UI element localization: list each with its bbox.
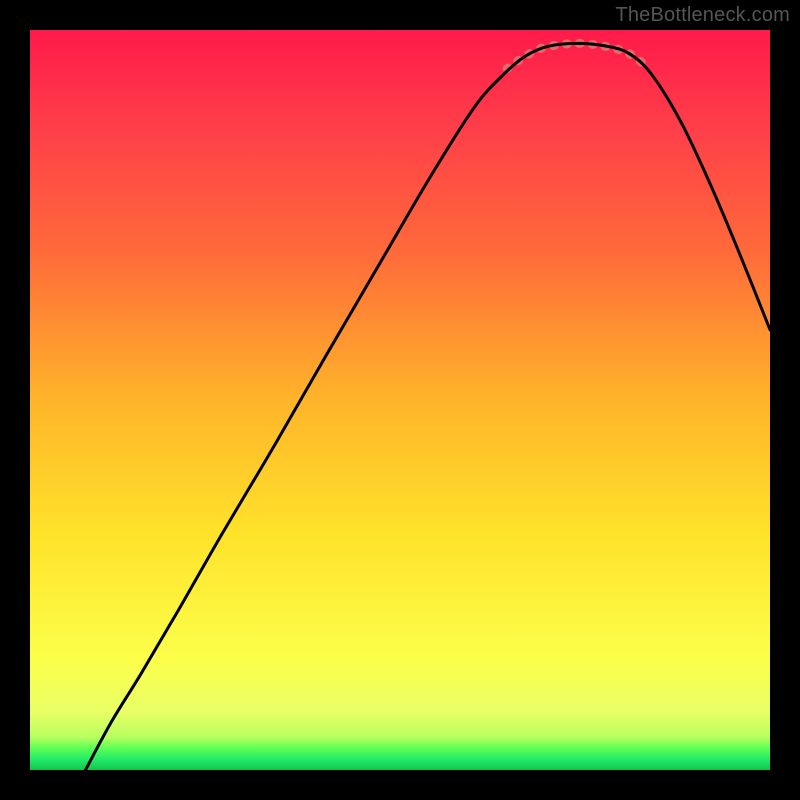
watermark: TheBottleneck.com xyxy=(615,4,790,27)
plot-area xyxy=(30,30,770,770)
chart-svg xyxy=(30,30,770,770)
main-curve xyxy=(86,43,771,770)
canvas: TheBottleneck.com xyxy=(0,0,800,800)
